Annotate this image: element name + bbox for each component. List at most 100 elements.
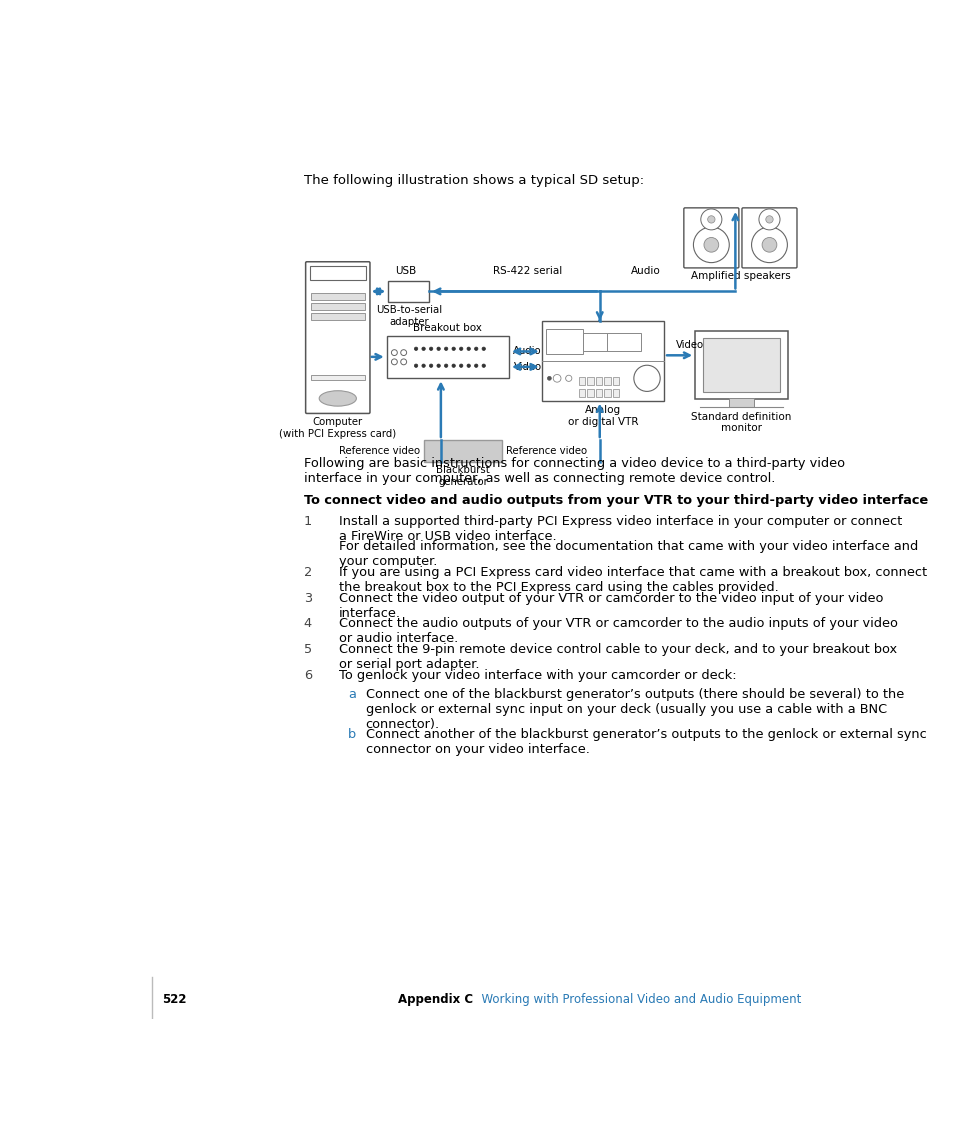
Bar: [311, 303, 365, 310]
FancyBboxPatch shape: [683, 208, 738, 268]
Text: Audio: Audio: [513, 347, 541, 356]
Circle shape: [421, 364, 425, 368]
Circle shape: [414, 364, 417, 368]
Text: Video: Video: [513, 362, 541, 372]
Bar: [604, 377, 610, 385]
Text: Audio: Audio: [631, 266, 660, 276]
Circle shape: [565, 376, 571, 381]
Text: Connect the video output of your VTR or camcorder to the video input of your vid: Connect the video output of your VTR or …: [338, 592, 882, 619]
Circle shape: [429, 347, 433, 350]
Text: Connect another of the blackburst generator’s outputs to the genlock or external: Connect another of the blackburst genera…: [365, 728, 925, 756]
Bar: [587, 389, 593, 396]
Circle shape: [693, 227, 728, 262]
Bar: [311, 313, 365, 319]
Circle shape: [421, 347, 425, 350]
Circle shape: [703, 237, 718, 252]
Circle shape: [467, 364, 470, 368]
Circle shape: [481, 364, 485, 368]
Text: To genlock your video interface with your camcorder or deck:: To genlock your video interface with you…: [338, 669, 736, 681]
Text: Reference video: Reference video: [338, 447, 419, 456]
Text: 4: 4: [303, 617, 312, 630]
Bar: [702, 338, 780, 392]
Text: a: a: [348, 688, 355, 701]
Circle shape: [700, 208, 721, 230]
Circle shape: [565, 377, 569, 380]
Bar: [587, 377, 593, 385]
Circle shape: [553, 374, 560, 382]
Text: RS-422 serial: RS-422 serial: [493, 266, 561, 276]
Text: 522: 522: [162, 994, 186, 1006]
Circle shape: [436, 347, 440, 350]
Bar: [596, 377, 601, 385]
Circle shape: [459, 347, 462, 350]
Circle shape: [474, 347, 477, 350]
Text: 2: 2: [303, 567, 312, 579]
Circle shape: [481, 347, 485, 350]
Circle shape: [444, 364, 447, 368]
Bar: [541, 321, 663, 401]
Bar: [311, 293, 365, 300]
Circle shape: [400, 349, 406, 356]
Text: To connect video and audio outputs from your VTR to your third-party video inter: To connect video and audio outputs from …: [303, 493, 927, 507]
Bar: [578, 377, 584, 385]
Text: Analog
or digital VTR: Analog or digital VTR: [567, 405, 638, 427]
Text: Video: Video: [675, 340, 703, 350]
Text: Install a supported third-party PCI Express video interface in your computer or : Install a supported third-party PCI Expr…: [338, 515, 901, 543]
Circle shape: [391, 349, 396, 356]
Text: Connect one of the blackburst generator’s outputs (there should be several) to t: Connect one of the blackburst generator’…: [365, 688, 903, 731]
Circle shape: [759, 208, 780, 230]
Text: Breakout box: Breakout box: [413, 323, 482, 333]
Circle shape: [547, 377, 551, 380]
Text: Amplified speakers: Amplified speakers: [690, 271, 789, 282]
Text: Following are basic instructions for connecting a video device to a third-party : Following are basic instructions for con…: [303, 457, 843, 485]
Text: Standard definition
monitor: Standard definition monitor: [691, 411, 791, 433]
Circle shape: [444, 347, 447, 350]
Bar: [596, 389, 601, 396]
Text: USB-to-serial
adapter: USB-to-serial adapter: [375, 306, 441, 326]
Text: 1: 1: [303, 515, 312, 528]
Circle shape: [452, 347, 455, 350]
Text: Reference video: Reference video: [505, 447, 586, 456]
FancyBboxPatch shape: [741, 208, 796, 268]
Circle shape: [429, 364, 433, 368]
Text: The following illustration shows a typical SD setup:: The following illustration shows a typic…: [303, 174, 643, 188]
Text: If you are using a PCI Express card video interface that came with a breakout bo: If you are using a PCI Express card vide…: [338, 567, 925, 594]
Text: Working with Professional Video and Audio Equipment: Working with Professional Video and Audi…: [474, 994, 801, 1006]
Bar: [612, 377, 618, 385]
Bar: [386, 337, 509, 378]
Bar: [612, 389, 618, 396]
Circle shape: [452, 364, 455, 368]
Circle shape: [751, 227, 786, 262]
Text: Blackburst
generator: Blackburst generator: [436, 465, 490, 487]
Text: Appendix C: Appendix C: [397, 994, 473, 1006]
Bar: [388, 282, 429, 302]
Bar: [695, 331, 787, 400]
Text: USB: USB: [395, 266, 416, 276]
Text: Connect the audio outputs of your VTR or camcorder to the audio inputs of your v: Connect the audio outputs of your VTR or…: [338, 617, 897, 645]
Bar: [606, 333, 640, 352]
Circle shape: [400, 358, 406, 365]
Circle shape: [467, 347, 470, 350]
Bar: [311, 376, 365, 380]
Circle shape: [459, 364, 462, 368]
Circle shape: [707, 215, 715, 223]
Circle shape: [765, 215, 772, 223]
Bar: [423, 440, 501, 463]
Circle shape: [633, 365, 659, 392]
Circle shape: [391, 358, 396, 365]
Circle shape: [761, 237, 776, 252]
Text: Computer
(with PCI Express card): Computer (with PCI Express card): [279, 417, 396, 439]
Bar: [546, 329, 582, 354]
Ellipse shape: [319, 390, 356, 406]
Text: 5: 5: [303, 643, 312, 656]
Bar: [310, 266, 365, 279]
Bar: [583, 333, 607, 352]
Circle shape: [414, 347, 417, 350]
Bar: [578, 389, 584, 396]
Circle shape: [436, 364, 440, 368]
FancyBboxPatch shape: [305, 262, 370, 413]
Bar: [728, 397, 753, 406]
Circle shape: [474, 364, 477, 368]
Text: 3: 3: [303, 592, 312, 605]
Text: 6: 6: [303, 669, 312, 681]
